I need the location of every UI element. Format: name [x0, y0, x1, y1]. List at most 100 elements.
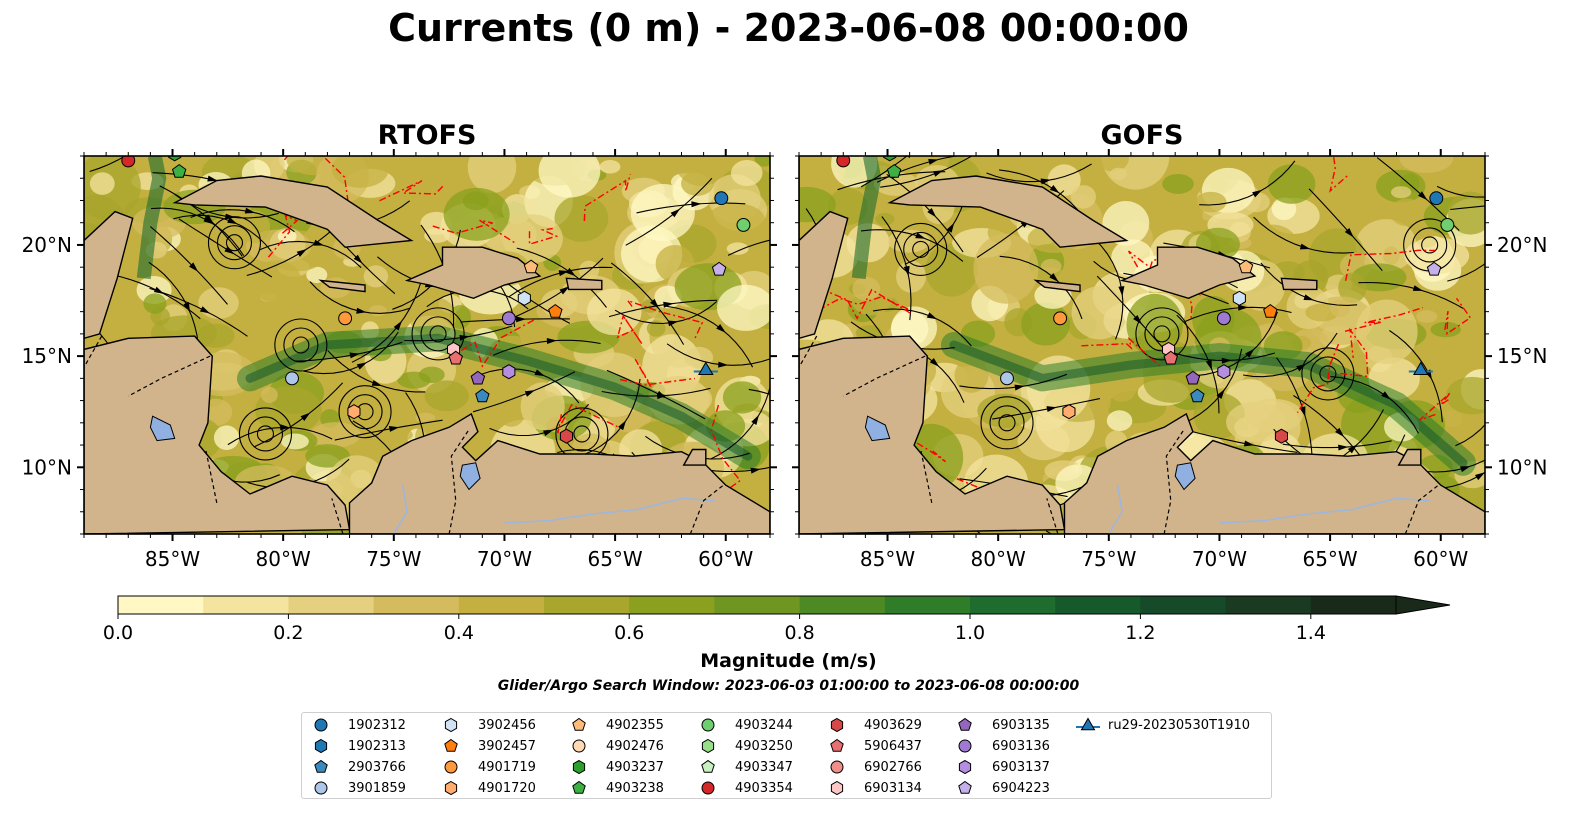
- legend-marker: [830, 738, 844, 752]
- streamline: [493, 339, 601, 356]
- streamline: [254, 382, 344, 448]
- colorbar-label: Magnitude (m/s): [700, 650, 877, 672]
- country-border: [84, 335, 103, 368]
- legend-marker-shape: [572, 717, 586, 731]
- legend-item: 3901859: [312, 779, 406, 797]
- colorbar-tick-label: 0.2: [273, 622, 303, 644]
- eddy-ring: [573, 425, 591, 443]
- streamline: [1436, 185, 1485, 198]
- float-marker: [711, 261, 727, 276]
- streamline: [1093, 238, 1124, 340]
- eez-boundary: [619, 358, 695, 387]
- lat-tick-label: 15°N: [1497, 344, 1547, 368]
- colorbar-bin: [629, 596, 715, 614]
- lon-tick-label: 85°W: [145, 547, 200, 571]
- float-marker: [1440, 217, 1455, 232]
- legend-marker-shape: [444, 717, 458, 733]
- streamline: [614, 301, 718, 325]
- float-marker: [1426, 261, 1442, 276]
- country-border: [1404, 484, 1439, 534]
- legend-item: 4903354: [699, 779, 793, 797]
- lon-tick-label: 65°W: [587, 547, 642, 571]
- legend-label: 2903766: [348, 759, 406, 775]
- colorbar-bin: [1310, 596, 1397, 614]
- legend-label: 4903244: [735, 717, 793, 733]
- eez-boundary: [432, 219, 516, 244]
- float-marker: [736, 217, 751, 232]
- legend-marker-shape: [444, 760, 458, 774]
- eddy-ring: [1412, 227, 1448, 263]
- lake: [149, 415, 176, 442]
- legend-marker: [314, 738, 328, 754]
- streamline: [999, 255, 1083, 320]
- search-window-text: Glider/Argo Search Window: 2023-06-03 01…: [497, 678, 1080, 694]
- eddy-ring: [256, 425, 275, 443]
- eddy-ring: [912, 240, 930, 258]
- float-marker: [1062, 404, 1076, 420]
- eddy-ring: [1319, 365, 1337, 383]
- eez-boundary: [1081, 336, 1161, 367]
- legend-label: ru29-20230530T1910: [1108, 717, 1251, 733]
- legend-label: 4902355: [606, 717, 664, 733]
- lon-tick-label: 60°W: [1413, 547, 1468, 571]
- eez-boundary: [818, 296, 910, 311]
- land: [172, 175, 414, 248]
- eddy-ring: [1421, 236, 1439, 254]
- legend-marker: [444, 717, 458, 733]
- lake: [1174, 462, 1196, 491]
- legend-label: 4903250: [735, 738, 793, 754]
- streamline: [178, 218, 273, 278]
- legend-marker-shape: [701, 718, 715, 732]
- lon-tick-label: 80°W: [971, 547, 1026, 571]
- eez-boundary: [528, 227, 559, 246]
- streamline: [606, 369, 706, 420]
- colorbar-bin: [970, 596, 1056, 614]
- legend-label: 4903237: [606, 759, 664, 775]
- streamline: [1447, 262, 1485, 282]
- legend-item: 1902312: [312, 716, 406, 734]
- legend-marker: [958, 780, 972, 794]
- lon-tick-label: 70°W: [1192, 547, 1247, 571]
- eez-boundary: [1444, 297, 1472, 336]
- lon-tick-label: 75°W: [366, 547, 421, 571]
- float-marker: [285, 371, 299, 386]
- legend-item: 4903250: [699, 737, 793, 755]
- streamline: [986, 163, 1092, 183]
- country-border: [331, 498, 344, 534]
- legend-marker: [314, 781, 328, 795]
- colorbar-tick-label: 0.0: [103, 622, 133, 644]
- colorbar-bin: [373, 596, 460, 614]
- streamline: [1389, 330, 1443, 423]
- float-marker: [1000, 371, 1014, 386]
- legend-marker-shape: [701, 759, 715, 773]
- legend-label: 1902313: [348, 738, 406, 754]
- country-border: [920, 449, 933, 503]
- eez-boundary: [616, 314, 643, 345]
- float-marker: [1238, 259, 1254, 274]
- eddy-ring: [429, 325, 447, 343]
- eez-boundary: [556, 403, 618, 434]
- legend-label: 3902457: [478, 738, 536, 754]
- eez-boundary: [1344, 249, 1436, 281]
- float-marker: [1232, 290, 1246, 306]
- country-border: [1163, 429, 1185, 534]
- map-gofs: 85°W 80°W 75°W 70°W 65°W 60°W 20°N 15°N 10°N: [792, 149, 1547, 571]
- streamline: [1260, 262, 1358, 306]
- streamline: [1308, 188, 1383, 272]
- lon-tick-label: 85°W: [860, 547, 915, 571]
- streamline: [246, 221, 342, 277]
- streamline: [1195, 311, 1279, 377]
- land: [1397, 448, 1422, 466]
- colorbar-bin: [1140, 596, 1227, 614]
- country-border: [205, 449, 218, 503]
- legend-marker-shape: [701, 738, 715, 754]
- streamline: [573, 378, 641, 459]
- streamline: [1096, 275, 1172, 358]
- eddy-ring: [238, 407, 293, 461]
- eez-boundary: [1419, 392, 1451, 421]
- streamline: [1282, 440, 1392, 449]
- float-marker: [523, 259, 539, 274]
- legend-marker: [444, 780, 458, 796]
- legend-item: 6903137: [956, 758, 1050, 776]
- colorbar-bin: [1225, 596, 1312, 614]
